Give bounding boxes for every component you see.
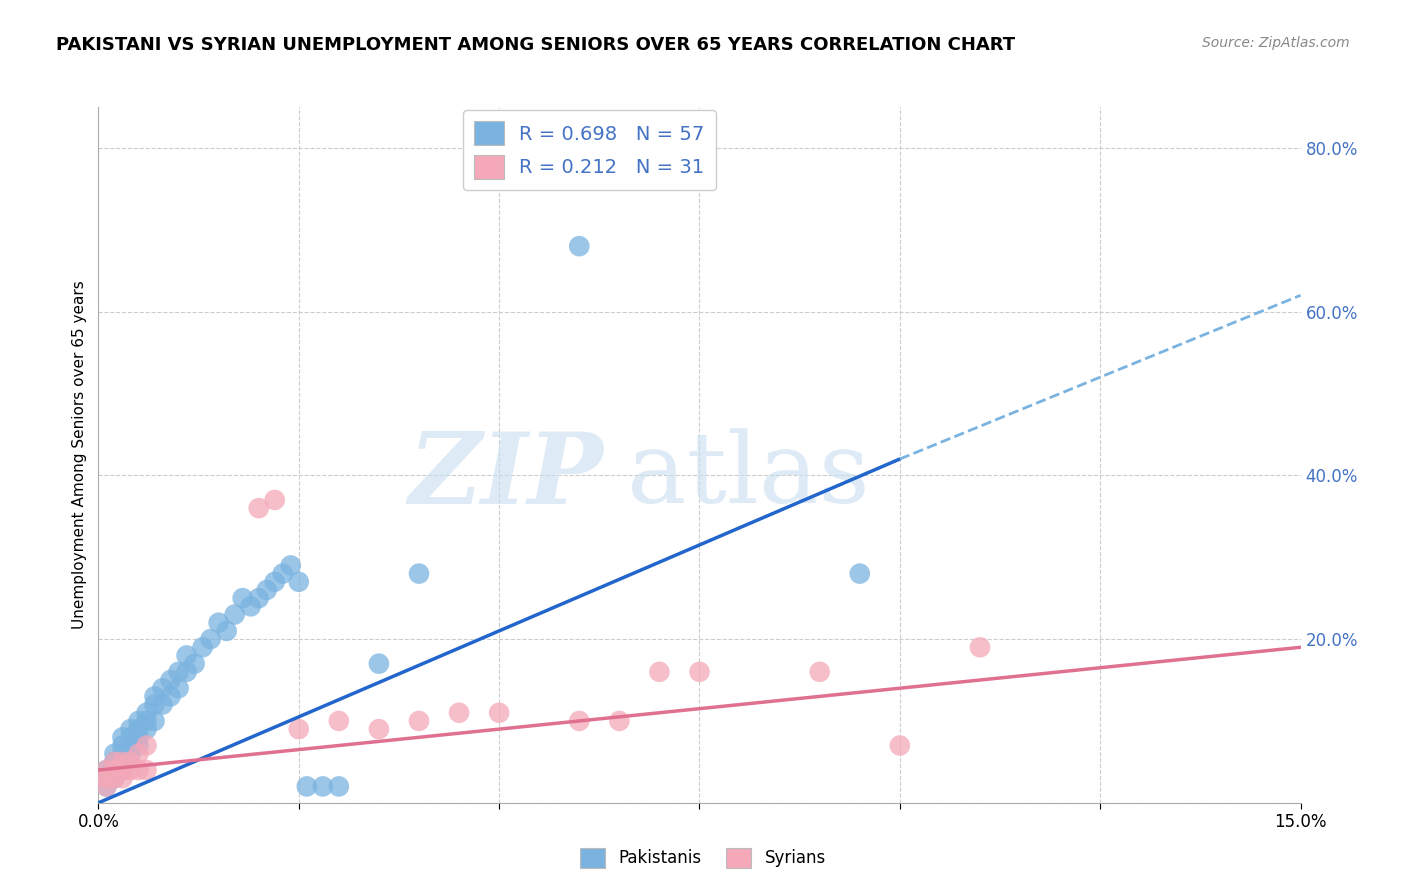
Point bbox=[280, 558, 302, 573]
Point bbox=[167, 681, 190, 696]
Point bbox=[271, 566, 294, 581]
Point bbox=[247, 501, 270, 516]
Point bbox=[176, 665, 198, 679]
Point bbox=[256, 582, 278, 597]
Point bbox=[609, 714, 631, 728]
Point bbox=[328, 714, 350, 728]
Point bbox=[103, 771, 125, 785]
Point bbox=[328, 780, 350, 794]
Point bbox=[103, 755, 125, 769]
Point bbox=[135, 739, 157, 753]
Point bbox=[568, 239, 591, 253]
Legend: Pakistanis, Syrians: Pakistanis, Syrians bbox=[574, 841, 832, 875]
Point bbox=[111, 763, 134, 777]
Point bbox=[96, 763, 118, 777]
Point bbox=[96, 771, 118, 785]
Point bbox=[159, 690, 181, 704]
Point bbox=[215, 624, 238, 638]
Point bbox=[120, 755, 142, 769]
Point bbox=[263, 574, 285, 589]
Point bbox=[96, 780, 118, 794]
Point bbox=[689, 665, 711, 679]
Point bbox=[120, 763, 142, 777]
Point bbox=[128, 763, 150, 777]
Point bbox=[368, 722, 391, 736]
Point bbox=[96, 771, 118, 785]
Point bbox=[849, 566, 872, 581]
Point bbox=[447, 706, 470, 720]
Point bbox=[111, 755, 134, 769]
Point bbox=[103, 755, 125, 769]
Point bbox=[96, 771, 118, 785]
Point bbox=[135, 714, 157, 728]
Point bbox=[96, 771, 118, 785]
Point bbox=[111, 731, 134, 745]
Point bbox=[159, 673, 181, 687]
Point bbox=[120, 722, 142, 736]
Point bbox=[224, 607, 246, 622]
Point bbox=[128, 714, 150, 728]
Point bbox=[120, 747, 142, 761]
Point bbox=[120, 731, 142, 745]
Point bbox=[128, 747, 150, 761]
Point bbox=[143, 690, 166, 704]
Point bbox=[103, 747, 125, 761]
Point bbox=[808, 665, 831, 679]
Point bbox=[200, 632, 222, 646]
Point bbox=[488, 706, 510, 720]
Text: ZIP: ZIP bbox=[408, 427, 603, 524]
Point bbox=[111, 739, 134, 753]
Point bbox=[288, 722, 311, 736]
Point bbox=[128, 731, 150, 745]
Point bbox=[103, 763, 125, 777]
Point bbox=[128, 739, 150, 753]
Point bbox=[247, 591, 270, 606]
Point bbox=[263, 492, 285, 507]
Point bbox=[96, 763, 118, 777]
Point bbox=[103, 763, 125, 777]
Text: Source: ZipAtlas.com: Source: ZipAtlas.com bbox=[1202, 36, 1350, 50]
Point bbox=[135, 706, 157, 720]
Point bbox=[135, 763, 157, 777]
Point bbox=[167, 665, 190, 679]
Point bbox=[96, 780, 118, 794]
Y-axis label: Unemployment Among Seniors over 65 years: Unemployment Among Seniors over 65 years bbox=[72, 281, 87, 629]
Point bbox=[295, 780, 318, 794]
Point bbox=[176, 648, 198, 663]
Point bbox=[143, 698, 166, 712]
Legend: R = 0.698   N = 57, R = 0.212   N = 31: R = 0.698 N = 57, R = 0.212 N = 31 bbox=[463, 110, 716, 190]
Point bbox=[103, 771, 125, 785]
Point bbox=[889, 739, 911, 753]
Point bbox=[111, 771, 134, 785]
Point bbox=[191, 640, 214, 655]
Point bbox=[143, 714, 166, 728]
Point bbox=[135, 722, 157, 736]
Point bbox=[232, 591, 254, 606]
Point bbox=[648, 665, 671, 679]
Point bbox=[208, 615, 231, 630]
Text: atlas: atlas bbox=[627, 428, 870, 524]
Point bbox=[969, 640, 991, 655]
Point bbox=[312, 780, 335, 794]
Point bbox=[239, 599, 262, 614]
Point bbox=[111, 747, 134, 761]
Point bbox=[111, 763, 134, 777]
Point bbox=[368, 657, 391, 671]
Point bbox=[111, 755, 134, 769]
Point bbox=[128, 722, 150, 736]
Text: PAKISTANI VS SYRIAN UNEMPLOYMENT AMONG SENIORS OVER 65 YEARS CORRELATION CHART: PAKISTANI VS SYRIAN UNEMPLOYMENT AMONG S… bbox=[56, 36, 1015, 54]
Point bbox=[568, 714, 591, 728]
Point bbox=[183, 657, 205, 671]
Point bbox=[288, 574, 311, 589]
Point bbox=[152, 698, 174, 712]
Point bbox=[103, 755, 125, 769]
Point bbox=[408, 566, 430, 581]
Point bbox=[408, 714, 430, 728]
Point bbox=[152, 681, 174, 696]
Point bbox=[120, 739, 142, 753]
